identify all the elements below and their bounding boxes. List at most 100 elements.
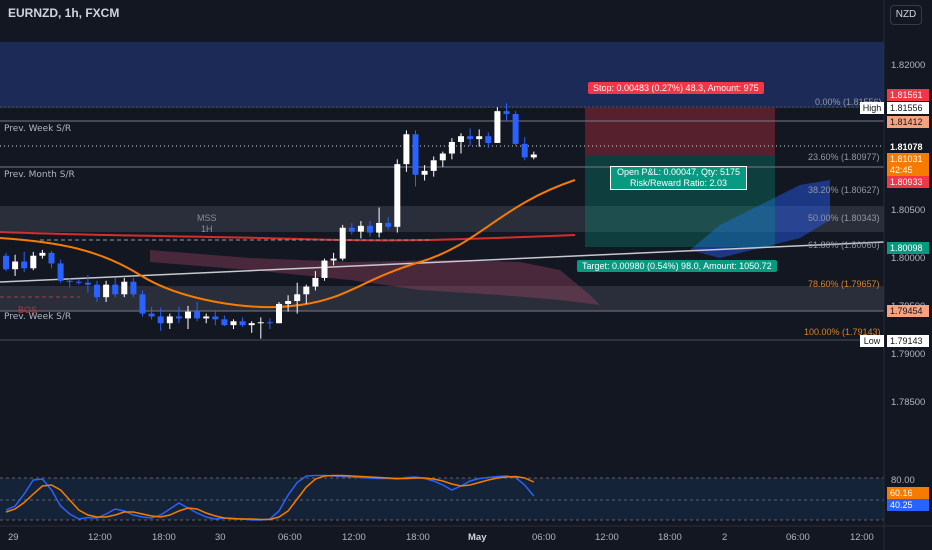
stop-price-tag: 1.81561 xyxy=(887,89,929,101)
candle-body xyxy=(439,153,446,161)
fib-label-23-6: 23.60% (1.80977) xyxy=(808,152,880,162)
candle-body xyxy=(30,255,37,269)
candle-body xyxy=(103,284,110,298)
candle-body xyxy=(185,311,191,319)
candle-body xyxy=(312,277,319,287)
candle-body xyxy=(494,111,501,143)
time-tick: 12:00 xyxy=(595,532,619,543)
candle-body xyxy=(203,316,210,319)
order-block-zone xyxy=(0,206,884,232)
candle-body xyxy=(194,311,201,319)
fib-label-78-6: 78.60% (1.79657) xyxy=(808,279,880,289)
candle-body xyxy=(75,281,82,283)
candle-body xyxy=(294,294,301,302)
prev-week-low-price-tag: 1.79454 xyxy=(887,305,929,317)
candle-body xyxy=(348,227,355,232)
stoch-level-tick: 80.00 xyxy=(891,475,915,486)
target-price-tag: 1.80098 xyxy=(887,242,929,254)
current-price-tag: 1.81078 xyxy=(887,141,929,153)
fib-label-100: 100.00% (1.79143) xyxy=(804,327,881,337)
currency-button[interactable]: NZD xyxy=(890,5,922,25)
candle-body xyxy=(175,316,182,319)
candle-body xyxy=(239,321,246,326)
candle-body xyxy=(403,134,410,165)
stop-loss-label[interactable]: Stop: 0.00483 (0.27%) 48.3, Amount: 975 xyxy=(588,82,764,94)
candle-body xyxy=(212,316,219,320)
fib-label-0: 0.00% (1.81556) xyxy=(815,97,882,107)
candle-body xyxy=(257,322,264,324)
candle-body xyxy=(339,227,346,259)
candle-body xyxy=(66,280,73,282)
open-pnl-box[interactable]: Open P&L: 0.00047, Qty: 5175 Risk/Reward… xyxy=(610,166,747,190)
candle-body xyxy=(521,143,528,158)
candle-body xyxy=(121,281,128,295)
time-tick: 18:00 xyxy=(406,532,430,543)
mss-label: MSS xyxy=(197,213,217,223)
time-tick: 12:00 xyxy=(88,532,112,543)
candle-body xyxy=(21,261,28,269)
stoch-d-tag: 40.25 xyxy=(887,499,929,511)
sma-200-line xyxy=(0,231,576,242)
candle-body xyxy=(285,301,292,304)
stoch-k-tag: 60.16 xyxy=(887,487,929,499)
candle-body xyxy=(84,282,91,285)
candle-body xyxy=(303,286,310,295)
candle-body xyxy=(330,258,337,261)
time-tick: 12:00 xyxy=(850,532,874,543)
premium-zone xyxy=(0,42,884,108)
time-tick: 18:00 xyxy=(152,532,176,543)
prev-month-sr-label: Prev. Month S/R xyxy=(4,170,75,180)
candle-body xyxy=(230,321,237,326)
fib-label-61-8: 61.80% (1.80060) xyxy=(808,240,880,250)
prev-week-sr-label-bottom: Prev. Week S/R xyxy=(4,312,72,322)
price-tick: 1.80000 xyxy=(891,253,926,264)
time-tick: 18:00 xyxy=(658,532,682,543)
ema-line xyxy=(0,179,576,308)
candle-body xyxy=(48,252,55,264)
mss-timeframe-label: 1H xyxy=(201,224,213,234)
bar-countdown: 42:45 xyxy=(887,164,929,176)
candle-body xyxy=(276,303,282,324)
candle-body xyxy=(412,134,419,175)
ma-price-tag: 1.80933 xyxy=(887,176,929,188)
symbol-title[interactable]: EURNZD, 1h, FXCM xyxy=(8,6,120,20)
candle-body xyxy=(458,136,464,142)
candle-body xyxy=(266,322,273,324)
candle-body xyxy=(39,252,46,256)
high-value-tag: 1.81556 xyxy=(887,102,929,114)
take-profit-label[interactable]: Target: 0.00980 (0.54%) 98.0, Amount: 10… xyxy=(577,260,777,272)
time-tick: 2 xyxy=(722,532,728,543)
time-tick: 12:00 xyxy=(342,532,366,543)
prev-week-price-tag: 1.81412 xyxy=(887,116,929,128)
ichimoku-cloud-bull xyxy=(690,180,830,258)
candle-body xyxy=(166,316,173,324)
high-label: High xyxy=(860,102,884,114)
candle-body xyxy=(485,136,492,143)
candle-body xyxy=(321,260,328,278)
candle-body xyxy=(476,136,483,140)
demand-zone xyxy=(0,286,884,311)
candle-body xyxy=(394,164,401,227)
candle-body xyxy=(376,222,383,233)
candle-body xyxy=(139,294,146,314)
price-tick: 1.79000 xyxy=(891,349,926,360)
time-tick: May xyxy=(468,532,487,543)
time-tick: 29 xyxy=(8,532,19,543)
candle-body xyxy=(421,170,428,175)
open-pnl-text: Open P&L: 0.00047, Qty: 5175 xyxy=(616,167,741,177)
candle-body xyxy=(148,313,155,317)
price-tick: 1.78500 xyxy=(891,397,926,408)
prev-week-sr-label-top: Prev. Week S/R xyxy=(4,124,72,134)
candle-body xyxy=(385,222,392,227)
candle-body xyxy=(512,114,519,144)
candle-body xyxy=(248,323,255,326)
price-tick: 1.80500 xyxy=(891,205,926,216)
stop-loss-zone xyxy=(585,108,775,155)
fib-label-38-2: 38.20% (1.80627) xyxy=(808,185,880,195)
candle-body xyxy=(357,225,364,232)
candle-body xyxy=(430,160,437,171)
bos-label: BOS xyxy=(18,305,38,315)
candle-body xyxy=(221,319,228,326)
low-value-tag: 1.79143 xyxy=(887,335,929,347)
